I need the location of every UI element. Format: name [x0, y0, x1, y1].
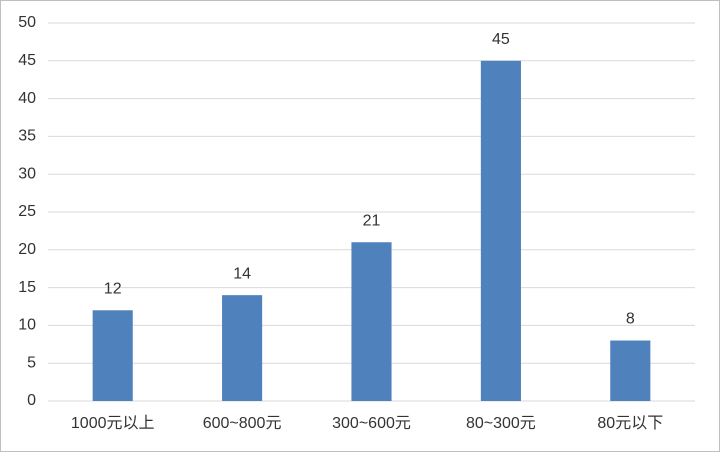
y-tick-label: 5: [27, 354, 36, 371]
y-tick-label: 35: [18, 128, 36, 145]
x-tick-label: 80~300元: [466, 415, 536, 432]
data-label: 14: [233, 265, 251, 282]
x-tick-label: 300~600元: [332, 415, 411, 432]
y-tick-label: 40: [18, 90, 36, 107]
data-label: 12: [104, 280, 122, 297]
x-tick-label: 600~800元: [203, 415, 282, 432]
bar: [480, 60, 521, 402]
y-tick-label: 25: [18, 203, 36, 220]
y-tick-label: 20: [18, 241, 36, 258]
y-tick-label: 30: [18, 165, 36, 182]
bar: [92, 310, 133, 401]
bar: [610, 340, 651, 401]
x-tick-label: 1000元以上: [71, 414, 155, 432]
bar: [351, 242, 392, 401]
data-label: 45: [492, 31, 510, 48]
y-tick-label: 50: [18, 14, 36, 31]
data-label: 21: [363, 212, 381, 229]
bar: [222, 295, 263, 401]
x-tick-label: 80元以下: [597, 415, 663, 432]
y-tick-label: 0: [27, 392, 36, 409]
y-tick-label: 10: [18, 317, 36, 334]
y-tick-label: 45: [18, 52, 36, 69]
y-tick-label: 15: [18, 279, 36, 296]
data-label: 8: [626, 311, 635, 328]
